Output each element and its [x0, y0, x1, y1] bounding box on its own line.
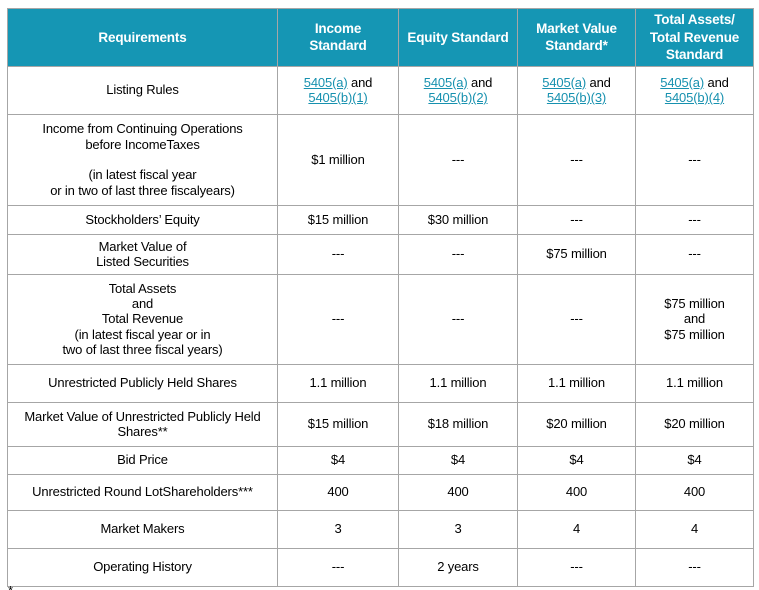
cell-value: 3 [398, 509, 518, 549]
cell-listing-rules-income: 5405(a) and 5405(b)(1) [277, 65, 399, 115]
conjunction-text: and [589, 74, 611, 90]
table-row-income-continuing-operations: Income from Continuing Operations before… [7, 113, 754, 206]
cell-value: 400 [635, 473, 754, 511]
column-header-income-standard: Income Standard [277, 8, 399, 67]
cell-value: $18 million [398, 401, 518, 447]
cell-value: $20 million [517, 401, 636, 447]
table-row-market-makers: Market Makers 3 3 4 4 [7, 509, 754, 549]
cell-value: --- [635, 547, 754, 587]
table-row-total-assets-total-revenue: Total Assets and Total Revenue (in lates… [7, 273, 754, 365]
cell-value: --- [517, 113, 636, 206]
cell-value: --- [517, 547, 636, 587]
column-header-equity-standard: Equity Standard [398, 8, 518, 67]
table-row-market-value-listed-securities: Market Value of Listed Securities --- --… [7, 233, 754, 275]
row-label-unrestricted-round-lot-shareholders: Unrestricted Round LotShareholders*** [7, 473, 278, 511]
cell-value: --- [635, 113, 754, 206]
cell-value: $20 million [635, 401, 754, 447]
row-label-total-assets-total-revenue: Total Assets and Total Revenue (in lates… [7, 273, 278, 365]
cell-value: $15 million [277, 204, 399, 235]
rule-link-5405a[interactable]: 5405(a) [303, 74, 348, 90]
row-label-operating-history: Operating History [7, 547, 278, 587]
conjunction-text: and [707, 74, 729, 90]
rule-link-5405a[interactable]: 5405(a) [542, 74, 587, 90]
cell-listing-rules-total-assets: 5405(a) and 5405(b)(4) [635, 65, 754, 115]
rule-link-5405a[interactable]: 5405(a) [423, 74, 468, 90]
footnote-marker: * [8, 583, 13, 590]
cell-value: --- [398, 273, 518, 365]
cell-listing-rules-market-value: 5405(a) and 5405(b)(3) [517, 65, 636, 115]
cell-value: 400 [398, 473, 518, 511]
table-header-row: Requirements Income Standard Equity Stan… [7, 8, 754, 67]
table-row-unrestricted-publicly-held-shares: Unrestricted Publicly Held Shares 1.1 mi… [7, 363, 754, 403]
cell-value: $4 [517, 445, 636, 475]
cell-value: --- [517, 273, 636, 365]
rule-link-5405a[interactable]: 5405(a) [660, 74, 705, 90]
cell-value: $75 million and $75 million [635, 273, 754, 365]
cell-value: 2 years [398, 547, 518, 587]
cell-value: 400 [517, 473, 636, 511]
column-header-requirements: Requirements [7, 8, 278, 67]
cell-value: $4 [398, 445, 518, 475]
cell-listing-rules-equity: 5405(a) and 5405(b)(2) [398, 65, 518, 115]
rule-link-5405b3[interactable]: 5405(b)(3) [546, 90, 607, 106]
table-row-market-value-unrestricted-shares: Market Value of Unrestricted Publicly He… [7, 401, 754, 447]
cell-value: --- [635, 204, 754, 235]
cell-value: --- [635, 233, 754, 275]
row-label-market-value-unrestricted-shares: Market Value of Unrestricted Publicly He… [7, 401, 278, 447]
row-label-market-makers: Market Makers [7, 509, 278, 549]
row-label-market-value-listed-securities: Market Value of Listed Securities [7, 233, 278, 275]
cell-value: $30 million [398, 204, 518, 235]
row-label-unrestricted-publicly-held-shares: Unrestricted Publicly Held Shares [7, 363, 278, 403]
cell-value: 1.1 million [398, 363, 518, 403]
cell-value: $1 million [277, 113, 399, 206]
table-row-unrestricted-round-lot-shareholders: Unrestricted Round LotShareholders*** 40… [7, 473, 754, 511]
row-label-listing-rules: Listing Rules [7, 65, 278, 115]
row-label-bid-price: Bid Price [7, 445, 278, 475]
cell-value: $4 [635, 445, 754, 475]
cell-value: --- [517, 204, 636, 235]
rule-link-5405b1[interactable]: 5405(b)(1) [308, 90, 368, 106]
cell-value: --- [398, 113, 518, 206]
conjunction-text: and [350, 74, 373, 90]
rule-link-5405b2[interactable]: 5405(b)(2) [428, 90, 488, 106]
cell-value: $4 [277, 445, 399, 475]
cell-value: --- [277, 233, 399, 275]
cell-value: --- [398, 233, 518, 275]
table-row-operating-history: Operating History --- 2 years --- --- [7, 547, 754, 587]
table-row-listing-rules: Listing Rules 5405(a) and 5405(b)(1) 540… [7, 65, 754, 115]
row-label-income-continuing-operations: Income from Continuing Operations before… [7, 113, 278, 206]
cell-value: 1.1 million [635, 363, 754, 403]
table-row-stockholders-equity: Stockholders’ Equity $15 million $30 mil… [7, 204, 754, 235]
cell-value: 3 [277, 509, 399, 549]
cell-value: 4 [517, 509, 636, 549]
conjunction-text: and [470, 74, 493, 90]
cell-value: --- [277, 273, 399, 365]
cell-value: $75 million [517, 233, 636, 275]
column-header-market-value-standard: Market Value Standard* [517, 8, 636, 67]
row-label-stockholders-equity: Stockholders’ Equity [7, 204, 278, 235]
cell-value: 400 [277, 473, 399, 511]
cell-value: --- [277, 547, 399, 587]
listing-standards-table: Requirements Income Standard Equity Stan… [7, 8, 754, 587]
cell-value: $15 million [277, 401, 399, 447]
column-header-total-assets-revenue-standard: Total Assets/ Total Revenue Standard [635, 8, 754, 67]
rule-link-5405b4[interactable]: 5405(b)(4) [664, 90, 725, 106]
table-row-bid-price: Bid Price $4 $4 $4 $4 [7, 445, 754, 475]
cell-value: 1.1 million [277, 363, 399, 403]
cell-value: 1.1 million [517, 363, 636, 403]
cell-value: 4 [635, 509, 754, 549]
